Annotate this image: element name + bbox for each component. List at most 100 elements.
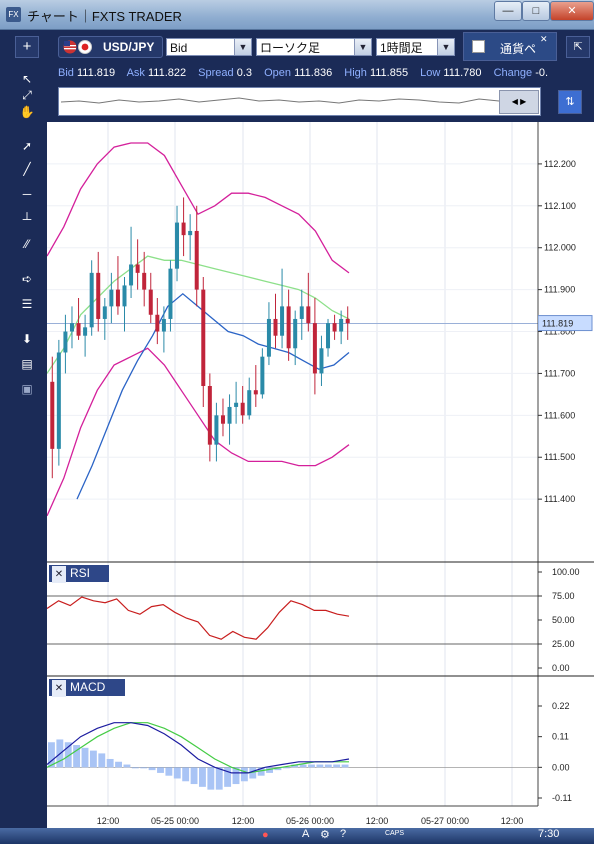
candle-body [96,272,101,319]
rsi-panel-header[interactable]: ✕ RSI [49,565,109,583]
trend-line-icon[interactable]: ╱ [23,162,31,176]
moving-average [76,292,350,500]
rsi-tick-label: 25.00 [552,639,575,649]
ime-icon[interactable]: A [302,828,310,840]
clock: 7:30 [538,828,560,840]
candles [50,197,350,479]
rsi-tick-label: 75.00 [552,591,575,601]
macd-tick-label: 0.11 [552,732,569,742]
current-price-badge [537,315,593,332]
pair-checkbox[interactable] [472,40,485,53]
collapse-icon[interactable]: ✕ [540,34,548,44]
pair-panel-toggle[interactable]: 通貨ペ ✕ [463,32,557,61]
time-tick-label: 12:00 [232,816,255,826]
channel-icon[interactable]: ⁄⁄ [24,237,29,251]
horizontal-line-icon[interactable]: ─ [22,187,32,201]
ask-value: 111.822 [147,67,187,79]
spread-value: 0.3 [236,67,253,79]
candle-body [63,331,68,353]
rsi-tick-label: 50.00 [552,615,575,625]
close-icon[interactable]: ✕ [52,680,66,697]
navigator-sparkline [60,97,538,104]
macd-series [46,722,538,790]
range-navigator[interactable]: ◀ ▶ [58,87,541,116]
rsi-line [46,596,350,640]
candle-body [286,306,291,349]
macd-histogram-bar [157,767,164,773]
macd-histogram-bar [232,767,240,785]
macd-histogram-bar [249,767,257,779]
fibonacci-icon[interactable]: ☰ [21,297,33,311]
macd-panel-header[interactable]: ✕ MACD [49,679,125,697]
candle-body [102,306,107,319]
candle-body [201,289,206,386]
fan-icon[interactable]: ➪ [21,272,33,286]
macd-histogram-bar [215,767,223,790]
macd-histogram-bar [257,767,265,776]
help-icon[interactable]: ? [340,828,347,840]
caps-indicator: CAPS [385,830,405,837]
price-tick-label: 112.200 [544,159,576,169]
price-type-value: Bid [170,41,188,55]
candle-body [319,348,324,374]
chart-settings-icon[interactable]: ⇅ [558,90,582,114]
low-value: 111.780 [443,67,482,79]
price-tick-label: 111.800 [544,327,575,337]
macd-line [46,722,350,774]
candle-body [181,222,186,236]
candle-body [273,318,278,336]
candle-body [194,230,199,290]
low-label: Low [420,67,441,79]
bid-label: Bid [58,67,74,79]
macd-histogram-bar [140,767,148,769]
macd-histogram-bar [106,758,114,768]
add-chart-button[interactable]: + [15,36,39,58]
candle-body [345,318,350,324]
candle-body [83,327,88,336]
macd-histogram-bar [282,767,290,769]
hand-icon[interactable]: ✋ [19,105,35,119]
candle-body [109,289,114,307]
macd-signal-line [46,722,349,774]
candle-body [220,415,225,424]
cursor-icon[interactable]: ↖ [21,72,33,86]
crosshair-cursor-icon[interactable]: ⤢ [22,88,32,102]
macd-histogram-bar [266,767,273,773]
title-bar[interactable]: FX チャート｜FXTS TRADER — □ ✕ [0,0,594,30]
pin-icon[interactable]: ➚ [21,139,33,153]
timeframe-select[interactable]: 1時間足 ▼ [376,38,455,56]
price-type-select[interactable]: Bid ▼ [166,38,252,56]
price-tick-label: 111.400 [544,494,575,504]
macd-tick-label: 0.00 [552,762,570,772]
list-icon[interactable]: ▤ [21,357,33,371]
vertical-line-icon[interactable]: ┴ [22,212,32,226]
close-button[interactable]: ✕ [550,1,594,21]
candle-body [148,289,153,315]
download-icon[interactable]: ⬇ [21,332,33,346]
macd-histogram-bar [224,767,232,787]
popout-icon[interactable]: ⇱ [566,36,590,58]
alert-icon[interactable]: ● [262,829,269,841]
chart-style-select[interactable]: ローソク足 ▼ [256,38,372,56]
symbol-selector[interactable]: USD/JPY [58,36,163,58]
current-price-label: 111.819 [542,319,573,329]
ask-label: Ask [126,67,145,79]
chart-svg[interactable]: 12:00 05-25 00:00 12:00 05-26 00:00 12:00 05-… [46,122,594,828]
camera-icon[interactable]: ▣ [21,382,33,396]
minimize-button[interactable]: — [494,1,522,21]
settings-icon[interactable]: ⚙ [320,829,330,841]
candle-body [142,272,147,290]
rsi-label: RSI [70,566,91,580]
bid-value: 111.819 [76,67,116,79]
navigator-handle[interactable]: ◀ ▶ [499,90,539,114]
chart-area[interactable]: 12:00 05-25 00:00 12:00 05-26 00:00 12:00 05-… [46,122,594,828]
price-axis[interactable]: 112.200 112.100 112.000 111.900 111.800 111.7… [537,122,594,828]
close-icon[interactable]: ✕ [52,566,66,583]
flag-icons [63,40,92,54]
candle-body [247,390,252,416]
maximize-button[interactable]: □ [522,1,550,21]
time-tick-label: 05-25 00:00 [151,816,199,826]
change-value: -0. [535,67,549,79]
chevron-down-icon: ▼ [234,39,251,55]
macd-histogram-bar [81,747,89,768]
